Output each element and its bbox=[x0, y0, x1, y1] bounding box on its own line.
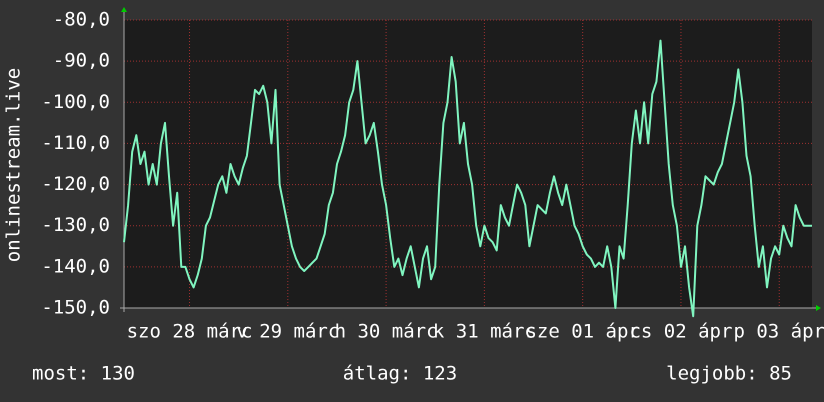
y-tick-label: -90,0 bbox=[53, 50, 110, 72]
x-tick-label: cs 02 ápr bbox=[629, 321, 732, 343]
summary-best: legjobb: 85 bbox=[666, 363, 792, 385]
summary-average: átlag: 123 bbox=[343, 363, 457, 385]
y-tick-label: -150,0 bbox=[41, 297, 110, 319]
y-tick-label: -110,0 bbox=[41, 132, 110, 154]
x-tick-label: v 29 márc bbox=[236, 321, 339, 343]
x-tick-label: h 30 márc bbox=[335, 321, 438, 343]
x-tick-label: k 31 márc bbox=[433, 321, 536, 343]
y-tick-label: -100,0 bbox=[41, 91, 110, 113]
data-line bbox=[123, 39, 812, 318]
x-tick-label: szo 28 márc bbox=[127, 321, 253, 343]
y-tick-label: -130,0 bbox=[41, 214, 110, 236]
y-axis-arrow bbox=[121, 7, 127, 12]
summary-current: most: 130 bbox=[32, 363, 135, 385]
y-tick-label: -120,0 bbox=[41, 173, 110, 195]
y-tick-label: -140,0 bbox=[41, 255, 110, 277]
x-tick-label: p 03 ápr bbox=[733, 321, 824, 343]
x-tick-label: sze 01 ápr bbox=[525, 321, 639, 343]
x-axis-arrow bbox=[816, 305, 821, 311]
y-tick-label: -80,0 bbox=[53, 9, 110, 31]
y-axis-title: onlinestream.live bbox=[3, 68, 25, 262]
